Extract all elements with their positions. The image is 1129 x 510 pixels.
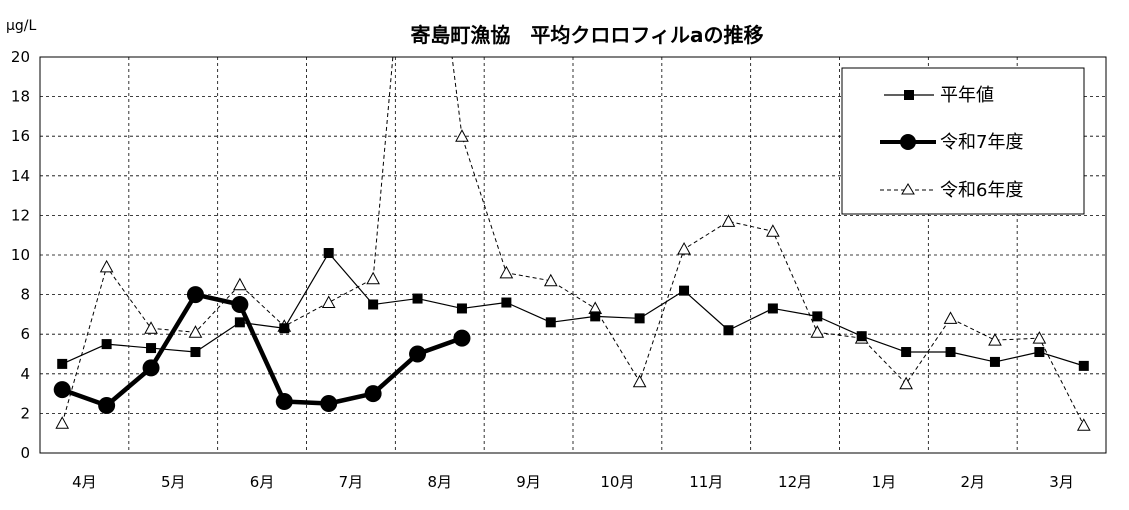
x-tick-label: 3月	[1049, 473, 1074, 491]
x-tick-label: 12月	[778, 473, 812, 491]
data-point-square	[456, 303, 467, 314]
data-point-square	[945, 347, 956, 358]
data-point-circle	[231, 296, 249, 313]
legend-label-normal: 平年値	[940, 85, 994, 106]
data-point-square	[1034, 347, 1045, 358]
y-tick-label: 8	[20, 286, 30, 304]
legend-triangle-icon	[901, 183, 915, 195]
data-point-square	[101, 339, 112, 350]
x-tick-label: 9月	[516, 473, 541, 491]
data-point-triangle	[55, 416, 70, 429]
y-tick-label: 6	[20, 325, 30, 343]
data-point-square	[190, 347, 201, 358]
data-point-square	[856, 331, 867, 342]
x-tick-label: 6月	[250, 473, 275, 491]
data-point-square	[1078, 360, 1089, 371]
data-point-square	[368, 299, 379, 310]
y-axis-unit-label: μg/L	[6, 18, 37, 34]
y-tick-label: 0	[20, 444, 30, 462]
data-point-triangle	[988, 333, 1002, 346]
legend-square-icon	[904, 90, 914, 100]
x-tick-label: 5月	[161, 473, 186, 491]
data-point-square	[634, 313, 645, 324]
series-line	[61, 292, 463, 408]
x-tick-label: 1月	[872, 473, 897, 491]
y-tick-label: 16	[11, 127, 30, 145]
chart-title: 寄島町漁協 平均クロロフィルaの推移	[410, 23, 763, 47]
y-tick-label: 12	[11, 206, 30, 224]
data-point-triangle	[455, 129, 469, 142]
series-line	[61, 57, 1085, 426]
data-point-circle	[142, 359, 160, 377]
data-point-triangle	[366, 271, 380, 285]
data-point-square	[723, 325, 734, 336]
series-line	[61, 252, 1084, 367]
data-point-triangle	[499, 265, 514, 279]
data-point-triangle	[632, 374, 647, 388]
legend-item-r6: 令和6年度	[880, 180, 1023, 201]
y-tick-label: 4	[20, 365, 30, 383]
data-point-circle	[364, 385, 382, 403]
data-point-square	[767, 303, 778, 314]
data-point-square	[323, 248, 334, 259]
x-tick-label: 10月	[600, 473, 634, 491]
data-point-square	[590, 311, 601, 322]
y-tick-label: 14	[11, 167, 30, 185]
series-0	[57, 248, 1089, 371]
data-point-triangle	[677, 242, 691, 255]
data-point-triangle	[233, 277, 247, 291]
y-tick-label: 18	[11, 88, 30, 106]
data-point-triangle	[144, 321, 158, 334]
data-point-circle	[275, 393, 293, 411]
data-point-triangle	[543, 273, 558, 287]
data-point-square	[901, 347, 912, 358]
data-point-triangle	[188, 325, 203, 338]
data-point-square	[412, 293, 423, 304]
x-tick-label: 4月	[72, 473, 97, 491]
data-point-triangle	[1032, 331, 1047, 344]
data-point-square	[989, 356, 1000, 367]
y-tick-label: 2	[20, 404, 30, 422]
legend-circle-icon	[900, 134, 916, 150]
data-point-circle	[98, 396, 116, 414]
legend-label-r6: 令和6年度	[940, 180, 1023, 201]
data-point-square	[812, 311, 823, 322]
x-tick-label: 11月	[689, 473, 723, 491]
data-point-triangle	[321, 295, 336, 309]
data-point-triangle	[721, 214, 736, 227]
data-point-square	[146, 343, 157, 354]
data-point-triangle	[899, 376, 913, 390]
y-tick-label: 20	[11, 48, 30, 66]
plot-area-border	[39, 56, 1107, 454]
legend-label-r7: 令和7年度	[940, 132, 1023, 153]
series-layer	[53, 57, 1091, 431]
data-point-triangle	[99, 259, 114, 273]
series-1	[53, 286, 471, 414]
data-point-square	[501, 297, 512, 308]
x-tick-label: 7月	[339, 473, 364, 491]
y-tick-label: 10	[11, 246, 30, 264]
y-tick-labels: 0 2 4 6 8 10 12 14 16 18 20	[11, 48, 30, 462]
data-point-circle	[186, 286, 204, 304]
data-point-triangle	[1076, 418, 1091, 431]
legend: 平年値 令和7年度 令和6年度	[841, 67, 1085, 215]
legend-item-normal: 平年値	[884, 85, 994, 106]
data-point-circle	[409, 345, 427, 363]
x-tick-label: 8月	[427, 473, 452, 491]
x-tick-label: 2月	[960, 473, 985, 491]
data-point-square	[57, 358, 68, 369]
data-point-square	[679, 285, 690, 296]
data-point-triangle	[766, 224, 780, 237]
data-point-square	[234, 317, 245, 328]
data-point-circle	[320, 395, 338, 412]
legend-item-r7: 令和7年度	[880, 132, 1023, 153]
data-point-circle	[53, 381, 71, 399]
x-tick-labels: 4月 5月 6月 7月 8月 9月 10月 11月 12月 1月 2月 3月	[72, 473, 1074, 491]
data-point-square	[545, 317, 556, 328]
data-point-square	[279, 323, 290, 334]
data-point-triangle	[943, 311, 958, 324]
data-point-circle	[453, 329, 471, 347]
data-point-triangle	[810, 325, 825, 338]
